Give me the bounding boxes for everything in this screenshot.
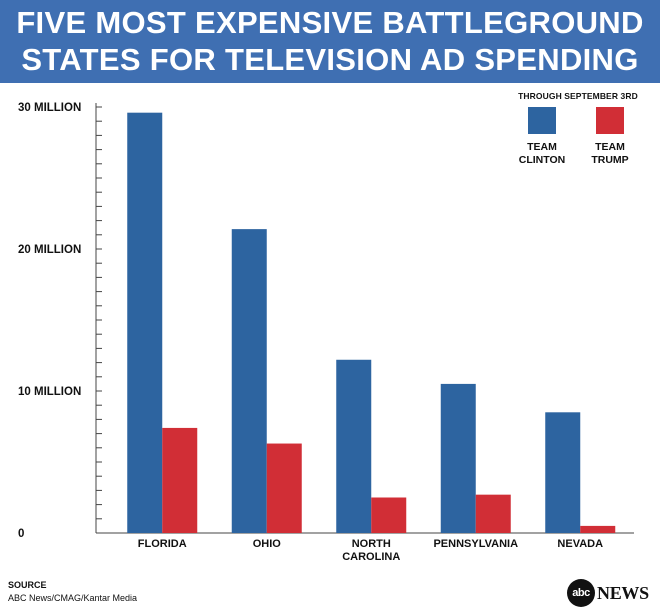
legend-label-clinton: TEAM CLINTON bbox=[518, 141, 566, 166]
abc-logo-text: NEWS bbox=[597, 582, 649, 603]
legend-swatch-clinton bbox=[528, 107, 556, 134]
bar-clinton bbox=[440, 383, 476, 533]
y-tick-label: 30 MILLION bbox=[18, 102, 81, 114]
title-line-1: FIVE MOST EXPENSIVE BATTLEGROUND bbox=[16, 5, 644, 40]
x-tick-label: OHIO bbox=[253, 538, 282, 550]
legend-heading: THROUGH SEPTEMBER 3RD bbox=[518, 91, 638, 101]
bar-clinton bbox=[127, 112, 163, 534]
abc-logo-mark: abc bbox=[567, 579, 595, 607]
x-tick-label: PENNSYLVANIA bbox=[433, 538, 518, 550]
source-text: ABC News/CMAG/Kantar Media bbox=[8, 593, 138, 603]
title-banner: FIVE MOST EXPENSIVE BATTLEGROUND STATES … bbox=[0, 0, 660, 83]
legend-label-trump: TEAM TRUMP bbox=[591, 141, 629, 166]
bar-trump bbox=[475, 494, 511, 533]
y-tick-label: 0 bbox=[18, 528, 24, 540]
bar-trump bbox=[371, 497, 407, 533]
bar-clinton bbox=[231, 229, 267, 533]
title-line-2: STATES FOR TELEVISION AD SPENDING bbox=[21, 42, 639, 77]
abc-news-logo: abc NEWS bbox=[567, 578, 649, 608]
bar-trump bbox=[266, 443, 302, 533]
x-tick-label: FLORIDA bbox=[138, 538, 187, 550]
bar-trump bbox=[580, 525, 616, 533]
bar-chart: 30 MILLION 20 MILLION 10 MILLION 0 FLORIDA OH… bbox=[18, 102, 634, 563]
bar-trump bbox=[162, 427, 198, 533]
x-tick-label: CAROLINA bbox=[342, 551, 400, 563]
source-title: SOURCE bbox=[8, 580, 47, 590]
bar-clinton bbox=[545, 412, 581, 533]
y-tick-label: 10 MILLION bbox=[18, 386, 81, 398]
bar-clinton bbox=[336, 359, 372, 533]
y-tick-label: 20 MILLION bbox=[18, 244, 81, 256]
legend-swatch-trump bbox=[596, 107, 624, 134]
x-tick-label: NORTH bbox=[352, 538, 391, 550]
chart-title: FIVE MOST EXPENSIVE BATTLEGROUND STATES … bbox=[0, 0, 660, 78]
x-tick-label: NEVADA bbox=[557, 538, 603, 550]
